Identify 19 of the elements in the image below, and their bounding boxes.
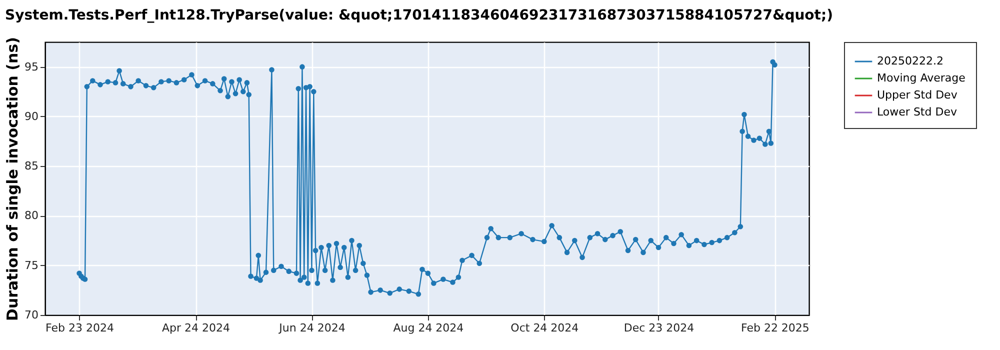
x-tick-label: Dec 23 2024 — [624, 322, 694, 334]
legend-label: Moving Average — [877, 72, 966, 84]
x-tick-label: Oct 24 2024 — [510, 322, 579, 334]
y-tick-label: 75 — [24, 258, 38, 272]
legend-label: 20250222.2 — [877, 54, 944, 68]
legend-label: Upper Std Dev — [877, 88, 958, 102]
x-tick-label: Feb 22 2025 — [740, 322, 810, 334]
chart-title: System.Tests.Perf_Int128.TryParse(value: &quot;170141183460469231731687303715884105727&quot;) — [5, 8, 834, 24]
x-tick-label: Feb 23 2024 — [46, 322, 114, 334]
y-axis-title: Duration of single invocation (ns) — [4, 37, 22, 321]
x-tick-label: Jun 24 2024 — [278, 322, 346, 334]
y-tick-label: 70 — [24, 308, 38, 322]
y-tick-label: 90 — [24, 110, 38, 123]
x-tick-label: Aug 24 2024 — [393, 322, 464, 334]
y-tick-label: 85 — [24, 160, 38, 173]
y-tick-label: 95 — [24, 60, 38, 74]
x-tick-label: Apr 24 2024 — [162, 322, 230, 334]
legend-label: Lower Std Dev — [877, 106, 958, 118]
y-tick-label: 80 — [24, 209, 38, 222]
